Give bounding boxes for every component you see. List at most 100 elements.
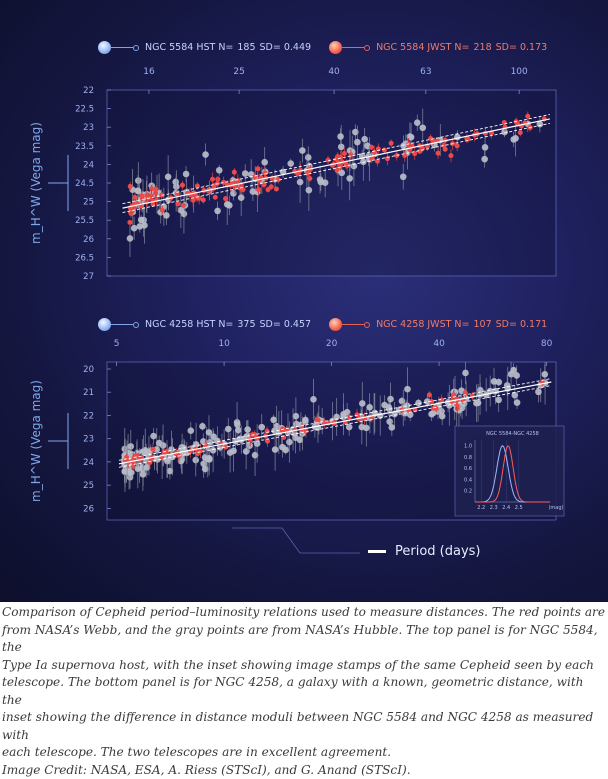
caption-line: inset showing the difference in distance…	[2, 709, 606, 744]
hst-point	[404, 386, 411, 393]
hst-point	[183, 171, 190, 178]
jwst-point	[150, 447, 155, 452]
x-tick-label: 10	[218, 339, 230, 349]
axis-title-bar	[368, 550, 386, 553]
jwst-point	[434, 406, 439, 411]
hst-point	[299, 147, 306, 154]
hst-point	[206, 429, 213, 436]
hst-point	[389, 424, 396, 431]
jwst-point	[455, 406, 460, 411]
jwst-point	[428, 136, 433, 141]
hst-point	[535, 389, 542, 396]
hst-point	[127, 443, 134, 450]
x-tick-label: 63	[420, 67, 431, 77]
hst-point	[510, 136, 517, 143]
hst-point	[165, 173, 172, 180]
jwst-point	[342, 151, 347, 156]
hst-point	[475, 400, 482, 407]
inset-title: NGC 5584-NGC 4258	[486, 431, 539, 437]
jwst-point	[369, 145, 374, 150]
hst-marker-icon	[98, 41, 111, 54]
hst-point	[462, 370, 469, 377]
inset-x-unit: (mag)	[548, 505, 563, 511]
y-tick-label: 22	[83, 86, 94, 96]
y-tick-label: 23	[83, 435, 94, 445]
hst-point	[338, 144, 345, 151]
legend-jwst-4258: NGC 4258 JWST N= 107 SD= 0.171	[329, 318, 547, 331]
jwst-point	[436, 151, 441, 156]
jwst-point	[448, 153, 453, 158]
legend-sd: SD= 0.449	[260, 42, 312, 53]
x-axis-title-text: Period (days)	[395, 544, 481, 559]
y-tick-label: 23	[83, 123, 94, 133]
hst-point	[514, 399, 521, 406]
hst-point	[227, 449, 234, 456]
inset-y-tick: 0.8	[464, 455, 472, 461]
jwst-marker-icon	[329, 41, 342, 54]
jwst-point	[265, 187, 270, 192]
jwst-point	[355, 412, 360, 417]
hst-point	[272, 446, 279, 453]
x-axis-title: Period (days)	[368, 544, 481, 559]
hst-point	[481, 156, 488, 163]
hst-point	[238, 194, 245, 201]
jwst-point	[518, 130, 523, 135]
y-tick-label: 25	[83, 481, 94, 491]
legend-n: 375	[237, 319, 255, 330]
y-axis-title: m_H^W (Vega mag)	[29, 122, 43, 244]
hst-point	[163, 212, 170, 219]
legend-label: NGC 5584 JWST N=	[376, 42, 469, 53]
y-tick-label: 22.5	[75, 105, 94, 115]
jwst-point	[153, 187, 158, 192]
hst-point	[337, 133, 344, 140]
hst-point	[306, 187, 313, 194]
inset-x-tick: 2.2	[477, 505, 485, 511]
period-connector	[232, 528, 360, 553]
hst-point	[340, 411, 347, 418]
y-tick-label: 26	[83, 235, 94, 245]
x-tick-label: 100	[511, 67, 528, 77]
y-tick-label: 24	[83, 458, 94, 468]
hst-point	[399, 398, 406, 405]
hst-point	[204, 456, 211, 463]
jwst-point	[252, 174, 257, 179]
hst-point	[351, 163, 358, 170]
jwst-point	[128, 184, 133, 189]
legend-line	[342, 47, 364, 48]
hst-point	[258, 424, 265, 431]
inset-y-tick: 1.0	[464, 444, 472, 450]
jwst-point	[210, 177, 215, 182]
hst-point	[235, 427, 242, 434]
legend-sd: SD= 0.171	[496, 319, 548, 330]
y-tick-label: 22	[83, 411, 94, 421]
legend-label: NGC 5584 HST N=	[145, 42, 233, 53]
x-tick-label: 40	[328, 67, 340, 77]
jwst-point	[256, 187, 261, 192]
hst-point	[338, 169, 345, 176]
hst-point	[310, 396, 317, 403]
hst-point	[224, 201, 231, 208]
y-tick-label: 26.5	[75, 253, 94, 263]
hst-point	[302, 417, 309, 424]
hst-point	[287, 160, 294, 167]
jwst-point	[132, 195, 137, 200]
hst-point	[381, 402, 388, 409]
hst-point	[360, 159, 367, 166]
legend-hst-4258: NGC 4258 HST N= 375 SD= 0.457	[98, 318, 311, 331]
hst-point	[359, 400, 366, 407]
hst-point	[138, 217, 145, 224]
hst-point	[187, 427, 194, 434]
jwst-point	[316, 418, 321, 423]
hst-point	[141, 222, 148, 229]
y-tick-label: 24	[83, 160, 94, 170]
jwst-point	[427, 392, 432, 397]
jwst-point	[160, 208, 165, 213]
image-credit: Image Credit: NASA, ESA, A. Riess (STScI…	[2, 762, 606, 779]
hst-point	[270, 416, 277, 423]
hst-point	[541, 371, 548, 378]
jwst-point	[382, 148, 387, 153]
jwst-point	[238, 186, 243, 191]
bottom-legend: NGC 4258 HST N= 375 SD= 0.457 NGC 4258 J…	[98, 318, 565, 331]
hst-point	[210, 447, 217, 454]
hst-marker-icon	[98, 318, 111, 331]
